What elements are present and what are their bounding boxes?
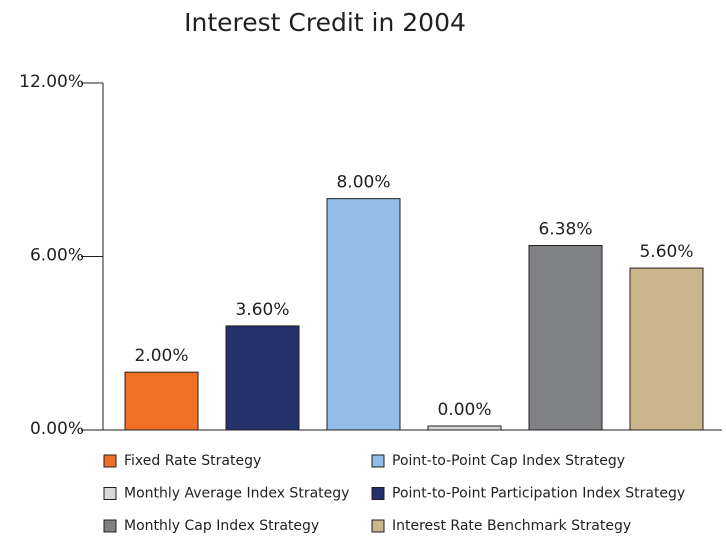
legend-swatch [103, 519, 117, 533]
legend-label: Point-to-Point Participation Index Strat… [392, 486, 685, 502]
value-label: 6.38% [538, 220, 592, 240]
bar [427, 425, 502, 431]
value-label: 2.00% [134, 346, 188, 366]
chart-title: Interest Credit in 2004 [184, 8, 466, 37]
value-label: 5.60% [639, 242, 693, 262]
value-label: 8.00% [336, 173, 390, 193]
bar [124, 371, 199, 431]
value-label: 3.60% [235, 300, 289, 320]
legend-swatch [371, 519, 385, 533]
legend-label: Monthly Cap Index Strategy [124, 518, 319, 534]
bar [528, 245, 603, 431]
legend-swatch [371, 487, 385, 500]
bar [225, 325, 300, 431]
value-label: 0.00% [437, 400, 491, 420]
legend-label: Point-to-Point Cap Index Strategy [392, 453, 625, 469]
bar [629, 267, 704, 431]
y-tick-label: 0.00% [30, 419, 84, 439]
legend-label: Monthly Average Index Strategy [124, 486, 349, 502]
y-tick-label: 6.00% [30, 246, 84, 266]
legend-swatch [371, 454, 385, 468]
legend-label: Interest Rate Benchmark Strategy [392, 518, 631, 534]
bar [326, 198, 401, 431]
legend-swatch [103, 454, 117, 468]
legend-label: Fixed Rate Strategy [124, 453, 261, 469]
y-tick-label: 12.00% [19, 72, 84, 92]
legend-swatch [103, 487, 117, 500]
